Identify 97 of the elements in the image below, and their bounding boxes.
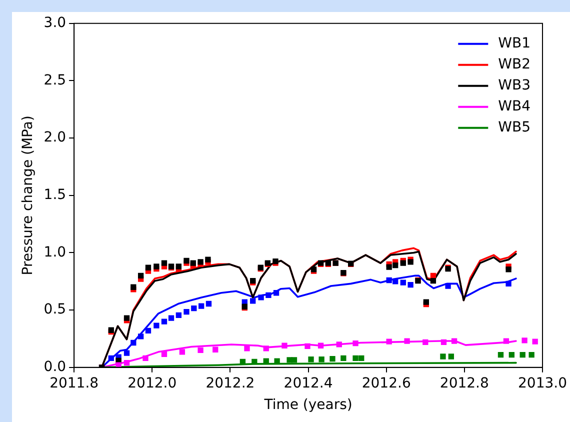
point xyxy=(191,306,197,312)
point xyxy=(448,354,454,360)
point xyxy=(408,282,414,288)
point xyxy=(440,339,447,345)
legend-label: WB3 xyxy=(498,78,531,94)
point xyxy=(263,346,269,352)
point xyxy=(142,355,148,362)
point xyxy=(503,338,510,344)
point xyxy=(532,338,538,344)
point xyxy=(392,278,398,284)
point xyxy=(145,264,152,270)
point xyxy=(404,338,410,344)
point xyxy=(273,290,280,296)
point xyxy=(318,342,324,348)
point xyxy=(184,308,190,315)
point xyxy=(386,277,392,284)
point xyxy=(392,262,398,268)
point xyxy=(205,256,211,262)
point xyxy=(423,299,430,305)
point xyxy=(506,280,512,287)
point xyxy=(145,328,152,334)
point xyxy=(130,340,136,346)
point xyxy=(184,258,190,264)
y-tick-label: 3.0 xyxy=(44,15,66,32)
point xyxy=(451,338,458,344)
point xyxy=(520,352,526,358)
point xyxy=(282,342,288,348)
point xyxy=(138,272,144,278)
legend-label: WB5 xyxy=(498,120,531,136)
y-tick-label: 1.0 xyxy=(44,244,66,260)
point xyxy=(154,264,160,270)
point xyxy=(508,352,514,358)
legend-label: WB1 xyxy=(498,36,531,52)
point xyxy=(400,260,406,266)
point xyxy=(304,343,310,350)
point xyxy=(358,355,364,362)
point xyxy=(108,355,114,362)
point xyxy=(138,334,144,340)
point xyxy=(198,347,204,354)
y-tick-label: 2.5 xyxy=(44,72,66,88)
y-tick-label: 1.5 xyxy=(44,187,66,204)
point xyxy=(130,284,136,290)
legend-label: WB4 xyxy=(498,98,531,115)
point xyxy=(244,346,250,352)
x-tick-label: 2011.8 xyxy=(50,375,99,392)
y-tick-label: 0.0 xyxy=(44,359,66,376)
point xyxy=(198,303,204,309)
point xyxy=(161,351,168,358)
legend-label: WB2 xyxy=(498,56,531,73)
point xyxy=(206,300,212,307)
point xyxy=(124,360,130,366)
point xyxy=(116,362,122,368)
y-tick-label: 0.5 xyxy=(44,302,66,318)
point xyxy=(336,342,342,348)
point xyxy=(330,356,336,362)
point xyxy=(308,356,314,362)
point xyxy=(161,318,168,324)
point xyxy=(528,352,534,358)
point xyxy=(318,356,324,362)
point xyxy=(168,315,174,321)
point xyxy=(445,283,451,289)
point xyxy=(176,312,182,318)
point xyxy=(430,278,436,284)
point xyxy=(212,346,218,352)
point xyxy=(400,280,406,286)
point xyxy=(506,266,512,272)
point xyxy=(124,315,130,321)
x-axis-title: Time (years) xyxy=(263,397,352,414)
y-axis-title: Pressure change (MPa) xyxy=(20,116,36,276)
x-tick-label: 2013.0 xyxy=(518,375,568,392)
x-tick-label: 2012.2 xyxy=(206,375,255,392)
point xyxy=(266,292,272,298)
point xyxy=(176,264,182,270)
x-tick-label: 2012.0 xyxy=(128,375,177,392)
y-tick-label: 2.0 xyxy=(44,130,66,146)
point xyxy=(422,339,428,345)
point xyxy=(522,338,528,344)
x-tick-label: 2012.6 xyxy=(362,375,411,392)
point xyxy=(258,294,264,300)
point xyxy=(498,352,504,358)
point xyxy=(250,298,256,304)
point xyxy=(161,260,168,266)
point xyxy=(190,260,196,266)
point xyxy=(386,338,392,344)
x-tick-label: 2012.8 xyxy=(440,375,489,392)
point xyxy=(291,357,298,363)
x-tick-label: 2012.4 xyxy=(284,375,333,392)
point xyxy=(352,340,358,346)
point xyxy=(386,264,392,270)
point xyxy=(154,322,160,328)
point xyxy=(340,355,346,362)
point xyxy=(440,354,446,360)
point xyxy=(408,259,414,265)
point xyxy=(198,259,204,265)
point xyxy=(352,355,358,362)
point xyxy=(124,350,130,356)
point xyxy=(179,349,186,355)
